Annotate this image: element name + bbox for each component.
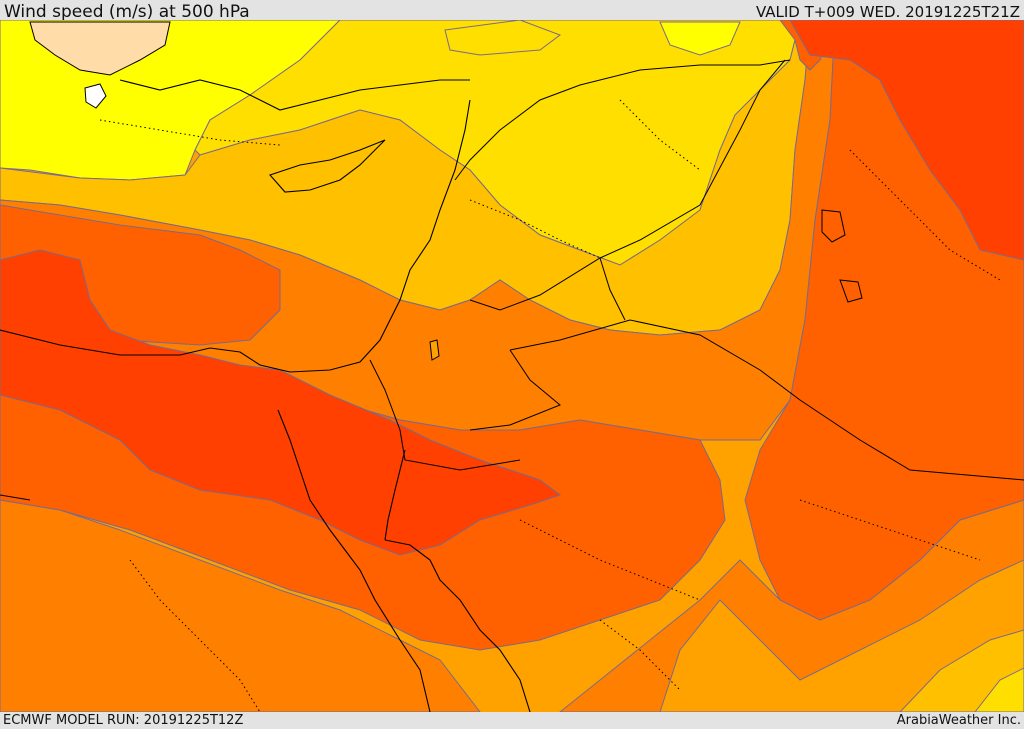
band-red-orange-e: [789, 20, 1024, 261]
wind-speed-map[interactable]: [0, 20, 1024, 712]
lake-small: [429, 339, 440, 361]
coastlines: [0, 79, 531, 712]
band-red-orange-w: [0, 249, 562, 556]
valid-time-label: VALID T+009 WED. 20191225T21Z: [755, 3, 1020, 21]
footer-bar: ECMWF MODEL RUN: 20191225T12Z ArabiaWeat…: [0, 712, 1024, 729]
land-turkey-area: [29, 21, 171, 76]
band-yellow-se: [974, 667, 1024, 712]
land-small-island: [84, 83, 107, 109]
map-title: Wind speed (m/s) at 500 hPa: [4, 2, 250, 22]
band-orange-sw: [0, 499, 481, 712]
band-light-yellow-2: [659, 21, 741, 56]
credit-label: ArabiaWeather Inc.: [896, 713, 1021, 728]
island-gulf-2: [839, 279, 863, 303]
band-amber-se: [659, 559, 1024, 712]
model-run-label: ECMWF MODEL RUN: 20191225T12Z: [3, 713, 244, 728]
borders: [369, 59, 1024, 481]
island-gulf: [821, 209, 846, 243]
admin-borders: [99, 99, 1001, 712]
map-svg: [0, 20, 1024, 712]
band-yellow-small: [444, 20, 562, 56]
header-bar: Wind speed (m/s) at 500 hPa VALID T+009 …: [0, 0, 1024, 22]
